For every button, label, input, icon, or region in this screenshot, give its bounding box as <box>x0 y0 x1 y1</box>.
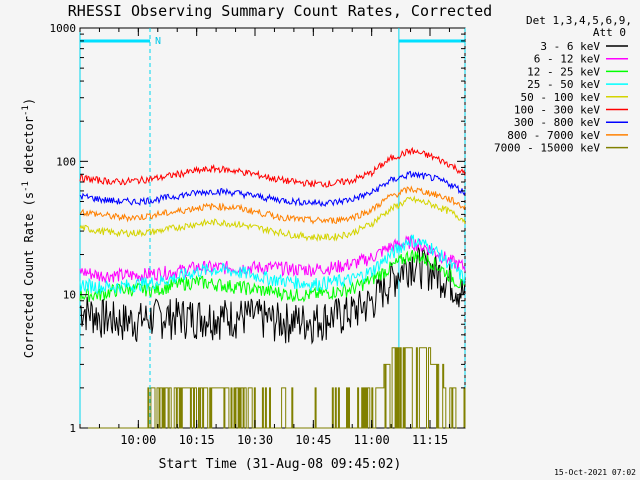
y-tick-label-1: 10 <box>63 289 76 302</box>
footer-timestamp: 15-Oct-2021 07:02 <box>554 468 636 477</box>
legend-header-2: Att 0 <box>593 26 626 39</box>
legend-label-2: 12 - 25 keV <box>527 65 600 78</box>
series-line-6 <box>79 170 466 208</box>
x-axis-label: Start Time (31-Aug-08 09:45:02) <box>159 457 402 472</box>
attenuator-boundaries <box>79 28 466 428</box>
legend-label-8: 7000 - 15000 keV <box>494 142 600 155</box>
y-tick-label-0: 1 <box>69 422 76 435</box>
y-axis-ticks: 1 10 100 1000 <box>50 22 465 435</box>
series-line-5 <box>79 146 466 188</box>
series-line-2 <box>79 249 466 303</box>
plot-frame <box>79 27 466 429</box>
legend-label-7: 800 - 7000 keV <box>507 129 600 142</box>
x-axis-ticks: 10:00 10:15 10:30 10:45 11:00 11:15 <box>79 28 450 447</box>
series-line-7 <box>79 185 466 225</box>
series-line-0 <box>79 246 466 345</box>
x-tick-label-3: 10:45 <box>295 433 331 447</box>
series-line-3 <box>79 234 466 295</box>
series-lines <box>79 146 466 429</box>
x-tick-label-0: 10:00 <box>120 433 156 447</box>
series-line-1 <box>79 234 466 283</box>
legend-label-6: 300 - 800 keV <box>514 116 600 129</box>
x-tick-label-2: 10:30 <box>237 433 273 447</box>
y-axis-label: Corrected Count Rate (s-1 detector-1) <box>21 98 36 358</box>
y-tick-label-2: 100 <box>56 155 76 168</box>
night-mark: N <box>155 36 161 47</box>
x-tick-label-1: 10:15 <box>179 433 215 447</box>
legend-label-4: 50 - 100 keV <box>521 91 601 104</box>
legend-label-5: 100 - 300 keV <box>514 104 600 117</box>
legend-label-3: 25 - 50 keV <box>527 78 600 91</box>
chart-title: RHESSI Observing Summary Count Rates, Co… <box>68 2 492 20</box>
legend-label-1: 6 - 12 keV <box>534 53 601 66</box>
x-tick-label-4: 11:00 <box>354 433 390 447</box>
x-tick-label-5: 11:15 <box>412 433 448 447</box>
legend-label-0: 3 - 6 keV <box>540 40 600 53</box>
legend-header-1: Det 1,3,4,5,6,9, <box>526 14 632 27</box>
series-line-4 <box>79 195 466 243</box>
y-tick-label-3: 1000 <box>50 22 77 35</box>
series-line-8 <box>80 347 466 429</box>
